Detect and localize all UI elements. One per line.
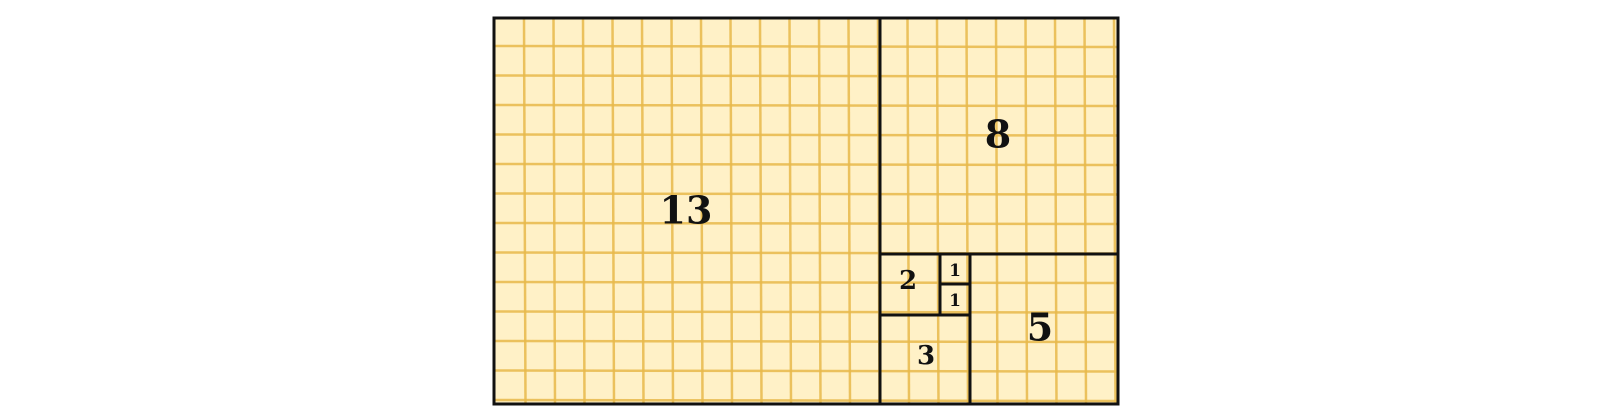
hatch-line-horizontal xyxy=(494,280,1118,285)
hatch-line-horizontal xyxy=(494,74,1118,78)
tile-label-3: 3 xyxy=(917,341,935,371)
hatch-line-vertical xyxy=(581,18,586,404)
hatch-line-vertical xyxy=(758,18,763,404)
hatch-line-horizontal xyxy=(494,103,1118,108)
crosshatch-pattern xyxy=(494,18,1118,404)
hatch-line-vertical xyxy=(729,18,734,404)
hatch-line-vertical xyxy=(552,18,557,404)
hatch-line-vertical xyxy=(788,18,793,404)
hatch-line-horizontal xyxy=(494,339,1118,344)
tile-outlines xyxy=(492,16,1120,406)
hatch-line-vertical xyxy=(847,18,852,404)
hatch-line-vertical xyxy=(1083,18,1088,404)
tile-label-8: 8 xyxy=(985,112,1011,157)
tile-1b-outline xyxy=(938,282,972,317)
tile-label-5: 5 xyxy=(1027,305,1053,350)
hatch-line-vertical xyxy=(699,18,704,404)
tile-label-1-bottom: 1 xyxy=(949,291,961,311)
hatch-line-vertical xyxy=(611,18,616,404)
hatch-line-horizontal xyxy=(494,133,1118,137)
hatch-line-horizontal xyxy=(494,44,1118,49)
hatch-line-horizontal xyxy=(494,162,1118,167)
hatch-line-vertical xyxy=(640,18,645,404)
hatch-line-vertical xyxy=(817,18,822,404)
hatch-line-vertical xyxy=(906,18,911,404)
hatch-line-horizontal xyxy=(494,192,1118,196)
hatch-line-horizontal xyxy=(494,398,1118,403)
hatch-line-vertical xyxy=(1112,18,1117,404)
hatch-line-vertical xyxy=(994,18,999,404)
diagram-background xyxy=(494,18,1118,404)
hatch-line-vertical xyxy=(522,18,527,404)
hatch-line-horizontal xyxy=(494,310,1118,314)
hatch-line-horizontal xyxy=(494,369,1118,373)
tile-labels: 13 8 5 3 2 1 1 xyxy=(660,112,1054,372)
tile-label-1-top: 1 xyxy=(949,261,961,281)
hatch-line-vertical xyxy=(1024,18,1029,404)
hatch-line-vertical xyxy=(1053,18,1058,404)
hatch-line-vertical xyxy=(965,18,970,404)
hatch-line-vertical xyxy=(935,18,940,404)
hatch-line-horizontal xyxy=(494,221,1118,226)
hatch-line-vertical xyxy=(670,18,675,404)
tile-label-2: 2 xyxy=(899,266,917,296)
tile-label-13: 13 xyxy=(660,188,713,233)
